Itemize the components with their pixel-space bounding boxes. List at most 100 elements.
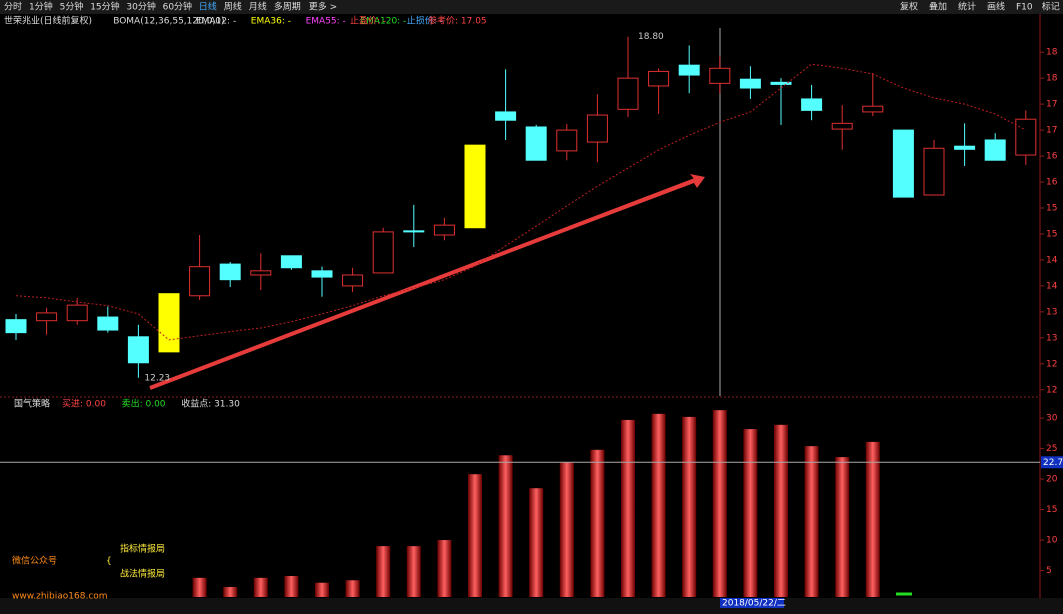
info-text: 世荣兆业(日线前复权) — [4, 15, 92, 27]
indicator-bar — [621, 419, 635, 597]
candle-body — [311, 270, 333, 278]
candle-body — [586, 114, 608, 143]
indicator-legend: 收益点: 31.30 — [181, 398, 240, 410]
y-tick-label: 20 — [1046, 475, 1058, 485]
stop-text: 止盈价: - — [350, 15, 386, 27]
y-tick-label: 25 — [1046, 444, 1057, 454]
y-tick-label: 13 — [1046, 307, 1057, 317]
watermark-account: 微信公众号 — [12, 555, 57, 567]
candle-body — [617, 77, 639, 110]
candle-body — [250, 270, 272, 276]
candle-body — [433, 224, 455, 236]
candle-body — [648, 70, 670, 87]
reference-label-bg — [1041, 456, 1063, 469]
tool-button: 画线 — [987, 1, 1005, 13]
candle-body — [525, 126, 547, 161]
watermark-name: 指标情报局 — [120, 543, 165, 555]
y-tick-label: 16 — [1046, 152, 1058, 162]
candle-body — [709, 67, 731, 84]
indicator-bar — [437, 540, 452, 597]
indicator-bar — [529, 488, 544, 597]
candle-body — [801, 98, 823, 111]
watermark-brace: { — [106, 557, 112, 567]
indicator-bar — [804, 446, 819, 597]
tool-button: 统计 — [958, 1, 976, 13]
candle-body — [770, 81, 792, 85]
indicator-bar — [498, 455, 513, 597]
y-tick-label: 15 — [1046, 505, 1057, 515]
y-tick-label: 5 — [1046, 566, 1052, 576]
ma-line — [15, 63, 1027, 341]
high-annotation: 18.80 — [638, 32, 664, 42]
y-tick-label: 18 — [1046, 48, 1058, 58]
watermark-site: www.zhibiao168.com — [12, 592, 108, 602]
info-text: BOMA(12,36,55,120,0,0) — [113, 17, 224, 27]
candle-body — [97, 316, 119, 331]
period-tab: 5分钟 — [60, 1, 84, 13]
candle-body — [862, 105, 884, 113]
indicator-bar — [284, 576, 299, 597]
low-annotation: 12.23 — [144, 373, 170, 383]
date-label: 2018/05/22/二 — [722, 599, 786, 609]
candle-body — [403, 230, 425, 233]
tool-button: 叠加 — [929, 2, 947, 13]
indicator-legend: 买进: 0.00 — [62, 399, 106, 410]
candle-body — [219, 263, 241, 281]
indicator-bar — [835, 457, 850, 597]
watermark-name: 战法情报局 — [120, 568, 165, 580]
candle-body — [739, 78, 761, 89]
period-tab: 15分钟 — [90, 1, 119, 13]
candle-body — [923, 147, 945, 196]
period-tab: 日线 — [199, 1, 217, 13]
indicator-bar — [743, 429, 758, 597]
y-tick-label: 30 — [1046, 414, 1058, 424]
indicator-bar — [651, 413, 666, 597]
candle-body — [495, 111, 517, 121]
indicator-bar — [192, 577, 207, 597]
indicator-bar — [865, 441, 880, 597]
period-tab: 更多 > — [309, 1, 337, 13]
y-tick-label: 12 — [1046, 359, 1057, 369]
ema-text: EMA36: - — [251, 17, 291, 27]
candle-body — [36, 312, 58, 322]
y-tick-label: 15 — [1046, 229, 1057, 239]
indicator-bar — [590, 449, 605, 597]
ema-text: EMA55: - — [306, 17, 346, 27]
y-tick-label: 18 — [1046, 74, 1058, 84]
indicator-bar — [315, 582, 329, 597]
y-tick-label: 13 — [1046, 333, 1057, 343]
candle-body — [342, 274, 364, 287]
indicator-bar — [223, 586, 238, 597]
candle-body — [556, 129, 578, 152]
ema-text: EMA12: - — [196, 17, 236, 27]
tool-button: 复权 — [900, 1, 918, 13]
reference-label: 22.76 — [1043, 458, 1063, 468]
period-tab: 60分钟 — [163, 1, 192, 13]
period-tab: 多周期 — [274, 1, 301, 13]
candle-body — [280, 255, 302, 269]
candle-body — [1015, 118, 1037, 156]
indicator-bar — [712, 410, 727, 597]
candle-body — [189, 266, 211, 297]
candle-body — [892, 129, 914, 198]
indicator-bar — [406, 546, 421, 597]
indicator-bar — [253, 577, 268, 597]
tool-button: F10 — [1016, 3, 1033, 13]
tool-button: 标记 — [1042, 1, 1060, 13]
y-tick-label: 16 — [1046, 178, 1058, 188]
candle-body — [372, 231, 394, 274]
indicator-bar — [468, 474, 482, 597]
candle-body — [954, 145, 976, 150]
candle-body — [127, 336, 149, 364]
y-tick-label: 12 — [1046, 385, 1057, 395]
candle-body — [678, 64, 700, 76]
ema-text: EMA120: - — [360, 17, 406, 27]
candle-body — [5, 319, 27, 334]
date-bg — [720, 598, 784, 608]
trend-arrow-shaft — [149, 178, 696, 390]
status-bar — [0, 598, 1063, 614]
indicator-name: 国气策略 — [14, 398, 50, 410]
toolbar-bg — [0, 0, 1063, 14]
